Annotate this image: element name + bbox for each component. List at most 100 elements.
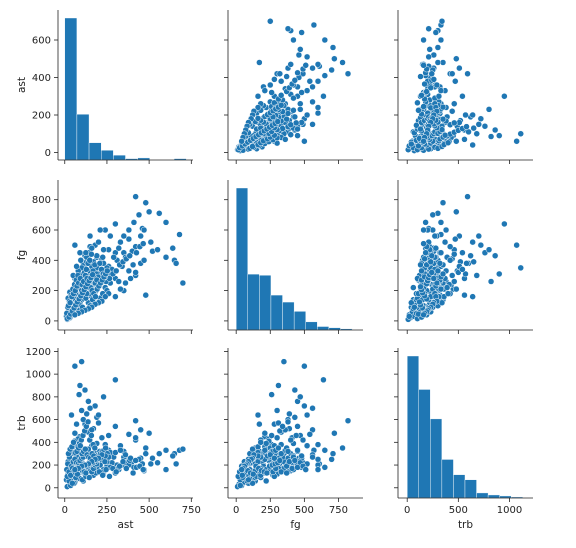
scatter-point-fg-vs-ast-51 (100, 246, 107, 253)
scatter-point-fg-vs-ast-124 (110, 254, 117, 261)
scatter-point-trb-vs-ast-134 (169, 452, 176, 460)
scatter-point-ast-vs-trb-243 (430, 76, 438, 83)
y-tick-label-fg-0: 0 (45, 316, 51, 327)
scatter-point-fg-vs-trb-55 (513, 241, 520, 249)
scatter-point-trb-vs-fg-203 (257, 439, 264, 446)
scatter-point-fg-vs-trb-230 (416, 298, 423, 306)
hist-bar-ast-0 (64, 17, 78, 161)
scatter-point-ast-vs-trb-207 (441, 132, 449, 139)
scatter-point-fg-vs-ast-55 (71, 241, 79, 249)
scatter-point-ast-vs-fg-60 (309, 64, 316, 72)
scatter-point-trb-vs-ast-131 (147, 460, 155, 468)
scatter-point-fg-vs-trb-59 (469, 238, 476, 246)
scatter-point-fg-vs-trb-45 (462, 270, 469, 278)
scatter-point-ast-vs-trb-70 (438, 18, 446, 25)
panel-trb-vs-ast (63, 358, 187, 490)
scatter-point-trb-vs-fg-235 (263, 469, 271, 477)
scatter-point-fg-vs-ast-128 (130, 219, 138, 226)
scatter-point-ast-vs-fg-177 (283, 115, 290, 123)
scatter-point-ast-vs-trb-67 (437, 36, 445, 44)
scatter-point-ast-vs-fg-151 (277, 92, 285, 99)
x-tick-label-ast-750: 750 (182, 505, 201, 516)
scatter-point-trb-vs-fg-52 (254, 411, 262, 419)
y-axis-label-trb: trb (16, 415, 28, 430)
y-tick-label-trb-0: 0 (45, 483, 51, 494)
x-tick-label-trb-500: 500 (449, 505, 468, 516)
scatter-point-ast-vs-trb-46 (470, 124, 477, 132)
scatter-point-ast-vs-trb-66 (434, 44, 442, 51)
scatter-point-fg-vs-ast-25 (125, 267, 133, 275)
scatter-point-fg-vs-trb-242 (433, 279, 441, 287)
scatter-point-trb-vs-fg-10 (294, 447, 301, 454)
scatter-point-ast-vs-fg-38 (291, 113, 299, 121)
scatter-point-trb-vs-fg-56 (280, 358, 288, 365)
scatter-point-trb-vs-fg-64 (344, 417, 352, 424)
scatter-point-ast-vs-fg-156 (283, 73, 290, 80)
scatter-point-trb-vs-fg-80 (314, 441, 322, 448)
panel-trb-vs-fg (234, 358, 352, 490)
scatter-point-fg-vs-trb-72 (448, 272, 456, 279)
scatter-point-ast-vs-trb-71 (434, 59, 442, 66)
scatter-point-trb-vs-fg-155 (291, 457, 299, 464)
scatter-point-trb-vs-ast-63 (145, 429, 153, 437)
scatter-point-trb-vs-ast-34 (98, 434, 106, 442)
scatter-point-fg-vs-trb-42 (459, 249, 466, 256)
scatter-point-ast-vs-trb-242 (433, 81, 441, 89)
scatter-point-fg-vs-trb-241 (437, 285, 445, 293)
scatter-point-trb-vs-ast-40 (105, 432, 112, 439)
hist-bar-ast-3 (100, 150, 114, 161)
scatter-point-trb-vs-fg-55 (301, 362, 308, 370)
scatter-point-fg-vs-trb-154 (421, 255, 428, 263)
scatter-point-trb-vs-ast-42 (112, 423, 119, 430)
hist-bar-trb-5 (464, 479, 477, 499)
scatter-point-fg-vs-trb-173 (463, 260, 470, 267)
scatter-point-fg-vs-ast-59 (95, 238, 102, 246)
scatter-point-trb-vs-fg-151 (277, 468, 285, 476)
scatter-point-fg-vs-ast-63 (145, 208, 153, 216)
scatter-point-fg-vs-ast-151 (112, 267, 120, 275)
scatter-point-fg-vs-ast-79 (107, 232, 114, 240)
scatter-point-trb-vs-fg-136 (237, 482, 244, 489)
scatter-point-ast-vs-fg-120 (298, 119, 305, 126)
scatter-point-ast-vs-trb-203 (444, 139, 452, 146)
scatter-point-fg-vs-trb-153 (427, 258, 434, 266)
scatter-point-ast-vs-fg-132 (297, 46, 304, 53)
scatter-point-ast-vs-trb-241 (437, 87, 445, 94)
scatter-point-trb-vs-ast-54 (76, 382, 84, 389)
scatter-point-fg-vs-ast-134 (169, 244, 176, 252)
scatter-point-trb-vs-fg-243 (271, 454, 278, 462)
scatter-point-ast-vs-fg-130 (314, 61, 322, 68)
scatter-point-ast-vs-trb-40 (451, 100, 458, 107)
scatter-point-trb-vs-fg-159 (302, 466, 309, 473)
scatter-point-trb-vs-fg-230 (249, 470, 257, 478)
scatter-point-trb-vs-ast-55 (71, 362, 79, 370)
scatter-point-trb-vs-fg-0 (262, 477, 270, 485)
hist-bar-fg-0 (235, 187, 248, 331)
scatter-point-ast-vs-trb-154 (421, 80, 428, 88)
scatter-point-fg-vs-trb-10 (437, 249, 445, 256)
scatter-point-fg-vs-ast-68 (176, 231, 183, 238)
panel-fg-vs-trb (404, 193, 524, 323)
scatter-point-fg-vs-ast-117 (73, 263, 80, 270)
scatter-point-fg-vs-ast-119 (82, 249, 90, 256)
scatter-point-ast-vs-fg-128 (321, 72, 329, 79)
scatter-point-trb-vs-ast-56 (78, 358, 85, 365)
scatter-point-fg-vs-ast-38 (93, 252, 101, 260)
scatter-point-fg-vs-ast-201 (66, 299, 74, 306)
scatter-point-fg-vs-trb-155 (428, 252, 435, 260)
x-tick-label-trb-0: 0 (404, 505, 410, 516)
scatter-point-ast-vs-fg-216 (254, 115, 262, 122)
scatter-point-ast-vs-fg-51 (297, 106, 304, 113)
scatter-point-trb-vs-ast-175 (88, 432, 95, 439)
y-tick-label-trb-1000: 1000 (26, 370, 51, 381)
scatter-point-fg-vs-trb-174 (446, 257, 454, 264)
scatter-point-fg-vs-ast-240 (112, 293, 119, 300)
x-tick-label-ast-250: 250 (97, 505, 116, 516)
scatter-point-fg-vs-ast-58 (86, 232, 94, 240)
scatter-point-fg-vs-ast-122 (99, 254, 106, 261)
scatter-point-trb-vs-ast-45 (95, 419, 102, 427)
scatter-point-trb-vs-ast-138 (69, 479, 76, 487)
scatter-point-ast-vs-fg-255 (238, 138, 245, 145)
scatter-point-ast-vs-trb-60 (456, 64, 463, 72)
